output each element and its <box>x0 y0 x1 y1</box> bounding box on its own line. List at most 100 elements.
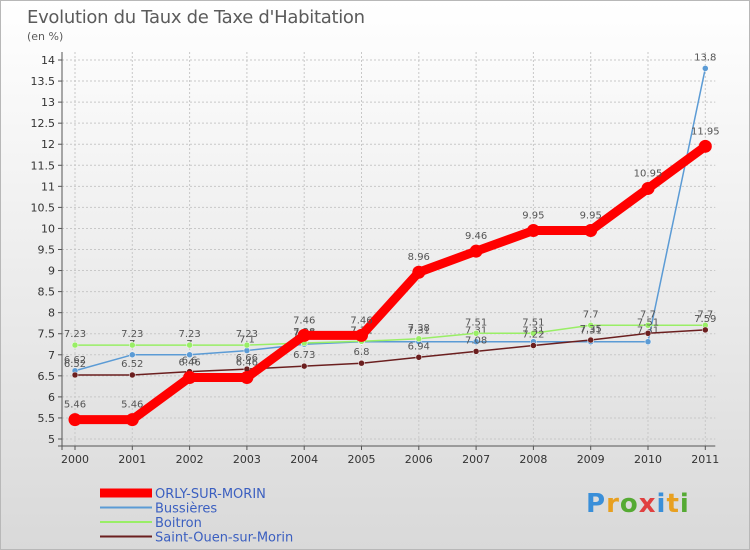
y-tick-label: 13 <box>41 96 55 109</box>
data-label: 7.51 <box>465 317 487 328</box>
data-label: 7.23 <box>121 329 143 340</box>
data-point <box>587 336 594 344</box>
data-label: 10.95 <box>634 168 663 179</box>
data-point <box>186 341 193 349</box>
legend-label: Saint-Ouen-sur-Morin <box>155 531 293 546</box>
data-label: 5.46 <box>64 400 86 411</box>
data-label: 7.23 <box>178 329 200 340</box>
data-point <box>358 359 365 367</box>
data-label: 7.31 <box>580 326 602 337</box>
proxiti-logo: Proxiti <box>586 489 690 519</box>
data-point <box>297 328 311 342</box>
data-label: 7.1 <box>239 335 255 346</box>
legend-label: Bussières <box>155 502 217 517</box>
x-tick-label: 2005 <box>348 453 376 466</box>
y-tick-label: 10 <box>41 222 55 235</box>
data-point <box>68 413 82 427</box>
y-tick-label: 6 <box>48 391 55 404</box>
data-label: 5.46 <box>121 400 143 411</box>
data-label: 7.23 <box>236 329 258 340</box>
data-point <box>644 322 652 329</box>
data-point <box>702 65 709 72</box>
data-point <box>415 335 423 343</box>
data-point <box>129 371 136 379</box>
series-line-bussi-res <box>74 68 707 372</box>
y-tick-label: 8 <box>48 307 55 320</box>
data-label: 7.51 <box>522 317 544 328</box>
series-line-boitron <box>75 324 706 346</box>
y-tick-label: 10.5 <box>31 201 56 214</box>
data-point <box>71 341 79 349</box>
data-point <box>240 371 254 385</box>
data-label: 7.22 <box>522 330 544 341</box>
y-tick-label: 14 <box>41 54 55 67</box>
data-point <box>125 413 139 427</box>
data-label: 7.7 <box>697 309 713 320</box>
data-point <box>526 224 540 238</box>
x-tick-label: 2003 <box>233 453 261 466</box>
data-label: 6.94 <box>408 341 430 352</box>
data-label: 7.51 <box>637 317 659 328</box>
y-tick-label: 9 <box>48 265 55 278</box>
y-tick-label: 7.5 <box>38 328 56 341</box>
data-point <box>183 371 197 385</box>
data-label: 7.7 <box>583 309 599 320</box>
data-point <box>300 362 308 370</box>
data-label: 7.7 <box>640 309 656 320</box>
data-point <box>641 181 655 195</box>
data-point <box>243 341 251 349</box>
data-label: 7.31 <box>408 326 430 337</box>
data-label: 13.8 <box>694 52 716 63</box>
legend-label: Boitron <box>155 516 202 531</box>
data-label: 9.46 <box>465 231 487 242</box>
data-point <box>587 322 594 329</box>
data-label: 7.35 <box>580 324 602 335</box>
data-label: 9.95 <box>522 211 544 222</box>
data-label: 6.52 <box>64 359 86 370</box>
y-tick-label: 7 <box>48 349 55 362</box>
data-point <box>186 351 193 359</box>
data-point <box>530 330 537 337</box>
x-tick-label: 2010 <box>634 453 662 466</box>
x-tick-label: 2002 <box>176 453 204 466</box>
data-point <box>355 328 368 342</box>
data-label: 6.46 <box>178 358 200 369</box>
data-label: 6.46 <box>236 358 258 369</box>
data-point <box>644 330 652 337</box>
data-label: 7.08 <box>465 335 487 346</box>
x-tick-label: 2007 <box>462 453 490 466</box>
data-point <box>472 348 480 355</box>
data-label: 7.46 <box>293 315 315 326</box>
x-tick-label: 2009 <box>577 453 605 466</box>
data-point <box>129 341 136 349</box>
y-tick-label: 8.5 <box>38 286 56 299</box>
data-label: 6.52 <box>121 359 143 370</box>
x-tick-label: 2004 <box>290 453 318 466</box>
x-tick-label: 2008 <box>519 453 547 466</box>
y-tick-label: 5.5 <box>38 412 56 425</box>
data-point <box>472 338 480 345</box>
x-tick-label: 2011 <box>691 453 719 466</box>
data-point <box>129 351 136 359</box>
y-tick-label: 12 <box>41 138 55 151</box>
data-label: 7.46 <box>350 315 372 326</box>
data-label: 9.95 <box>580 211 602 222</box>
chart-title: Evolution du Taux de Taxe d'Habitation <box>27 7 365 28</box>
data-point <box>702 326 709 334</box>
x-tick-label: 2001 <box>118 453 146 466</box>
y-tick-label: 6.5 <box>38 370 56 383</box>
y-tick-label: 13.5 <box>31 75 56 88</box>
data-point <box>530 342 537 349</box>
y-tick-label: 5 <box>48 433 55 446</box>
data-label: 6.8 <box>354 347 370 358</box>
series-line-orly-sur-morin <box>75 142 708 425</box>
data-point <box>469 244 483 258</box>
data-point <box>584 224 598 238</box>
data-label: 6.73 <box>293 350 315 361</box>
data-label: 8.96 <box>408 252 430 263</box>
data-label: 6.62 <box>64 355 86 366</box>
y-tick-label: 11 <box>41 180 55 193</box>
legend-label: ORLY-SUR-MORIN <box>155 487 266 502</box>
data-label: 7.23 <box>64 329 86 340</box>
y-tick-label: 12.5 <box>31 117 56 130</box>
